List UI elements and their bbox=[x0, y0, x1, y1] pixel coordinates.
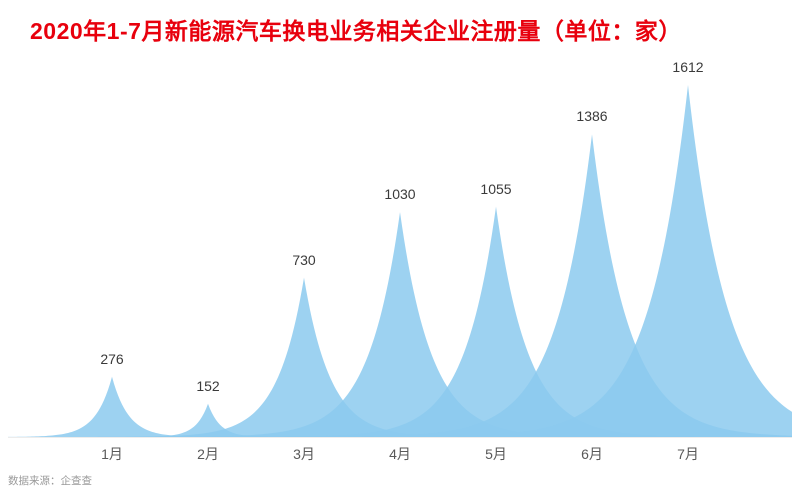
peak-4月 bbox=[8, 212, 792, 437]
month-label: 1月 bbox=[101, 446, 123, 462]
chart-title: 2020年1-7月新能源汽车换电业务相关企业注册量（单位：家） bbox=[30, 18, 682, 44]
value-label: 1055 bbox=[480, 180, 512, 197]
value-label: 276 bbox=[100, 350, 124, 367]
month-label: 5月 bbox=[485, 446, 507, 462]
month-label: 6月 bbox=[581, 446, 603, 462]
month-label: 3月 bbox=[293, 446, 315, 462]
value-label: 1612 bbox=[672, 59, 704, 75]
value-label: 1386 bbox=[576, 108, 608, 125]
month-label: 2月 bbox=[197, 446, 219, 462]
data-source-note: 数据来源：企查查 bbox=[8, 475, 92, 487]
peak-7月 bbox=[8, 85, 792, 437]
peak-6月 bbox=[8, 134, 792, 437]
value-label: 730 bbox=[292, 251, 316, 268]
peak-2月 bbox=[8, 403, 792, 437]
value-label: 152 bbox=[196, 377, 220, 394]
peak-1月 bbox=[8, 376, 792, 437]
month-label: 4月 bbox=[389, 446, 411, 462]
month-label: 7月 bbox=[677, 446, 699, 462]
value-label: 1030 bbox=[384, 186, 416, 203]
